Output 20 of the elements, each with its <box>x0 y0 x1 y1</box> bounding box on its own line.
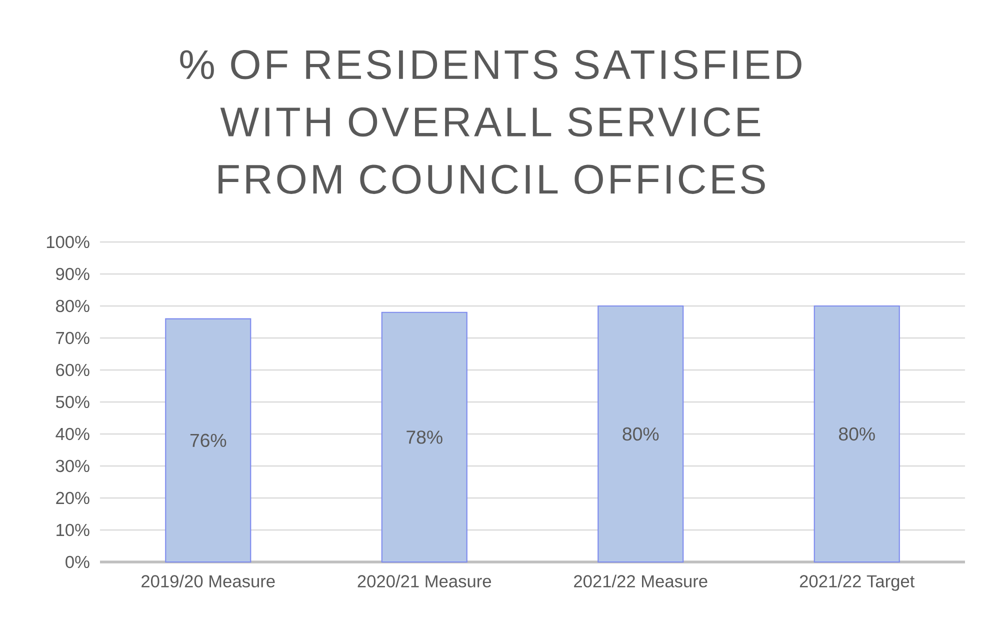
y-tick-label: 100% <box>46 236 90 248</box>
data-label: 80% <box>839 427 875 441</box>
y-tick-label: 70% <box>56 332 90 344</box>
data-label: 76% <box>190 434 226 447</box>
y-tick-label: 30% <box>56 460 90 472</box>
y-tick-label: 90% <box>56 268 90 280</box>
y-tick-label: 50% <box>56 396 90 408</box>
y-tick-label: 60% <box>56 364 90 376</box>
y-tick-label: 20% <box>56 492 90 504</box>
y-tick-label: 0% <box>66 556 90 568</box>
data-label: 80% <box>622 427 659 441</box>
chart-title: % OF RESIDENTS SATISFIED WITH OVERALL SERVICE FROM COUNCIL OFFICES <box>180 50 802 194</box>
x-tick-label: 2020/21 Measure <box>358 574 492 588</box>
y-tick-label: 80% <box>56 300 90 312</box>
y-tick-label: 10% <box>56 524 90 536</box>
x-tick-label: 2021/22 Measure <box>574 574 708 588</box>
data-label: 78% <box>406 430 442 444</box>
x-tick-label: 2019/20 Measure <box>142 574 275 588</box>
x-tick-label: 2021/22 Target <box>800 574 915 591</box>
y-tick-label: 40% <box>56 428 90 440</box>
